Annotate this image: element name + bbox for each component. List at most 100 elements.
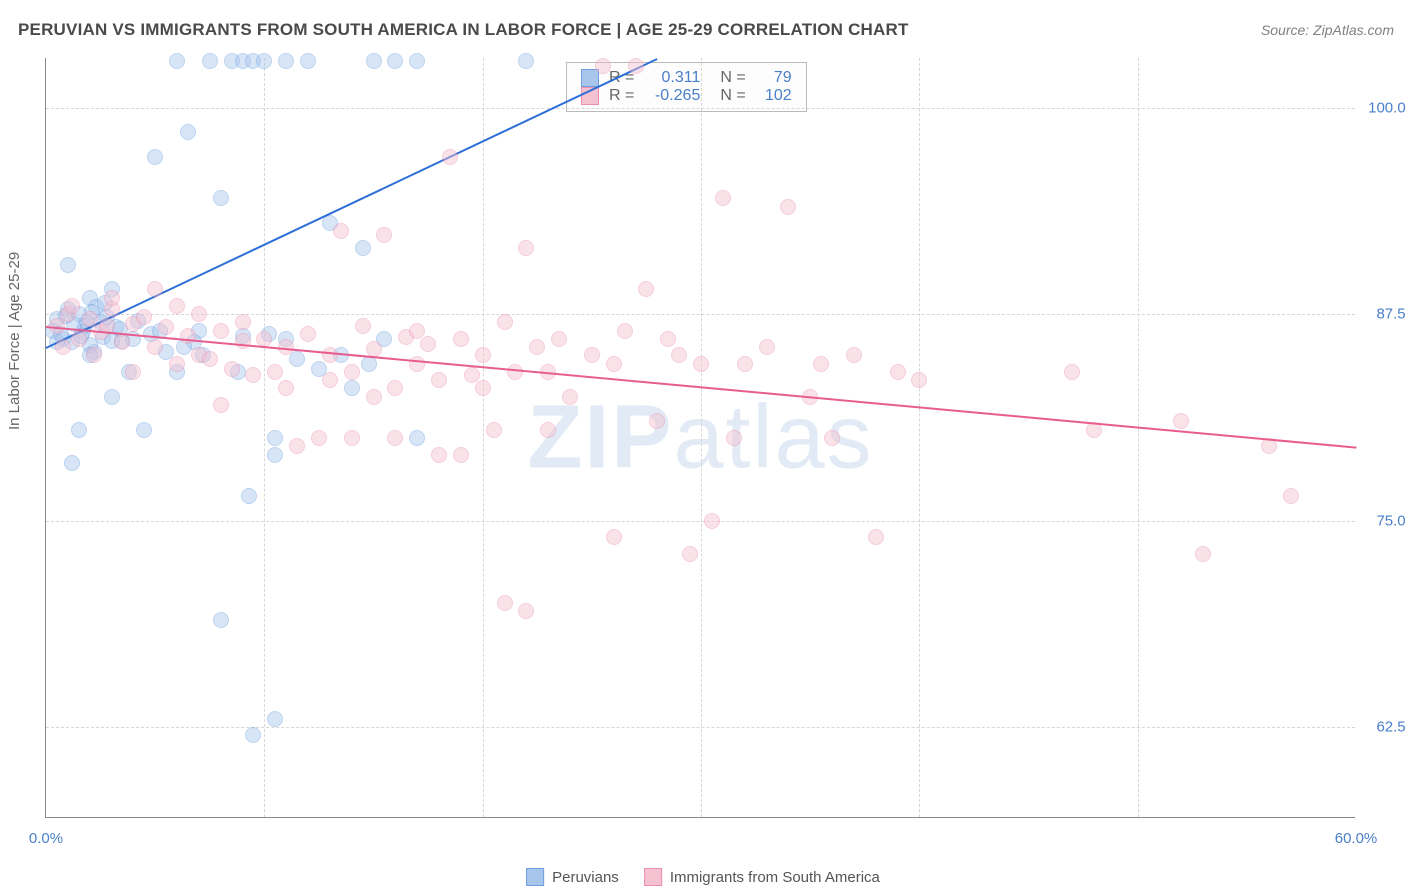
n-label: N =: [720, 69, 745, 87]
scatter-point: [486, 422, 502, 438]
scatter-point: [355, 318, 371, 334]
gridline-vertical: [1138, 58, 1139, 817]
legend-swatch: [526, 868, 544, 886]
gridline-vertical: [919, 58, 920, 817]
scatter-point: [606, 356, 622, 372]
n-value: 79: [756, 69, 792, 87]
scatter-point: [387, 430, 403, 446]
scatter-point: [868, 529, 884, 545]
scatter-point: [507, 364, 523, 380]
scatter-point: [551, 331, 567, 347]
scatter-point: [890, 364, 906, 380]
scatter-point: [497, 314, 513, 330]
scatter-point: [693, 356, 709, 372]
scatter-point: [322, 347, 338, 363]
scatter-point: [431, 447, 447, 463]
scatter-point: [256, 53, 272, 69]
y-axis-label: In Labor Force | Age 25-29: [6, 252, 23, 430]
scatter-point: [595, 58, 611, 74]
scatter-point: [780, 199, 796, 215]
scatter-point: [1064, 364, 1080, 380]
r-label: R =: [609, 87, 634, 105]
scatter-point: [114, 334, 130, 350]
scatter-point: [86, 347, 102, 363]
scatter-point: [71, 331, 87, 347]
scatter-point: [846, 347, 862, 363]
scatter-point: [660, 331, 676, 347]
scatter-point: [245, 367, 261, 383]
scatter-point: [420, 336, 436, 352]
scatter-point: [759, 339, 775, 355]
y-tick-label: 100.0%: [1368, 99, 1406, 116]
scatter-point: [431, 372, 447, 388]
gridline-vertical: [701, 58, 702, 817]
scatter-point: [628, 58, 644, 74]
scatter-point: [147, 339, 163, 355]
scatter-point: [355, 240, 371, 256]
scatter-point: [649, 413, 665, 429]
scatter-point: [409, 430, 425, 446]
scatter-point: [529, 339, 545, 355]
scatter-point: [518, 240, 534, 256]
scatter-point: [71, 422, 87, 438]
legend-label: Immigrants from South America: [670, 869, 880, 886]
legend-item: Immigrants from South America: [644, 868, 880, 886]
scatter-point: [366, 53, 382, 69]
scatter-point: [158, 319, 174, 335]
scatter-point: [704, 513, 720, 529]
scatter-point: [442, 149, 458, 165]
scatter-point: [267, 364, 283, 380]
scatter-point: [1173, 413, 1189, 429]
scatter-point: [540, 422, 556, 438]
scatter-point: [475, 380, 491, 396]
chart-plot-area: ZIPatlas R =0.311N =79R =-0.265N =102 62…: [45, 58, 1355, 818]
scatter-point: [518, 603, 534, 619]
scatter-point: [64, 455, 80, 471]
scatter-point: [278, 53, 294, 69]
scatter-point: [213, 612, 229, 628]
n-value: 102: [756, 87, 792, 105]
scatter-point: [387, 53, 403, 69]
scatter-point: [366, 341, 382, 357]
legend-label: Peruvians: [552, 869, 619, 886]
scatter-point: [202, 351, 218, 367]
scatter-point: [497, 595, 513, 611]
scatter-point: [104, 389, 120, 405]
scatter-point: [617, 323, 633, 339]
scatter-point: [245, 727, 261, 743]
y-tick-label: 62.5%: [1376, 719, 1406, 736]
scatter-point: [376, 227, 392, 243]
scatter-point: [202, 53, 218, 69]
scatter-point: [333, 223, 349, 239]
bottom-legend: Peruvians Immigrants from South America: [526, 868, 880, 886]
scatter-point: [737, 356, 753, 372]
legend-swatch: [644, 868, 662, 886]
scatter-point: [180, 124, 196, 140]
y-tick-label: 87.5%: [1376, 306, 1406, 323]
scatter-point: [409, 323, 425, 339]
scatter-point: [267, 447, 283, 463]
scatter-point: [213, 397, 229, 413]
scatter-point: [409, 53, 425, 69]
scatter-point: [300, 326, 316, 342]
scatter-point: [584, 347, 600, 363]
scatter-point: [147, 281, 163, 297]
trend-line: [46, 58, 658, 349]
scatter-point: [813, 356, 829, 372]
scatter-point: [409, 356, 425, 372]
scatter-point: [1283, 488, 1299, 504]
chart-title: PERUVIAN VS IMMIGRANTS FROM SOUTH AMERIC…: [18, 20, 909, 40]
scatter-point: [518, 53, 534, 69]
scatter-point: [147, 149, 163, 165]
scatter-point: [125, 364, 141, 380]
scatter-point: [169, 53, 185, 69]
scatter-point: [606, 529, 622, 545]
scatter-point: [289, 438, 305, 454]
scatter-point: [715, 190, 731, 206]
scatter-point: [169, 298, 185, 314]
scatter-point: [64, 298, 80, 314]
scatter-point: [278, 380, 294, 396]
scatter-point: [322, 372, 338, 388]
scatter-point: [311, 430, 327, 446]
scatter-point: [55, 339, 71, 355]
